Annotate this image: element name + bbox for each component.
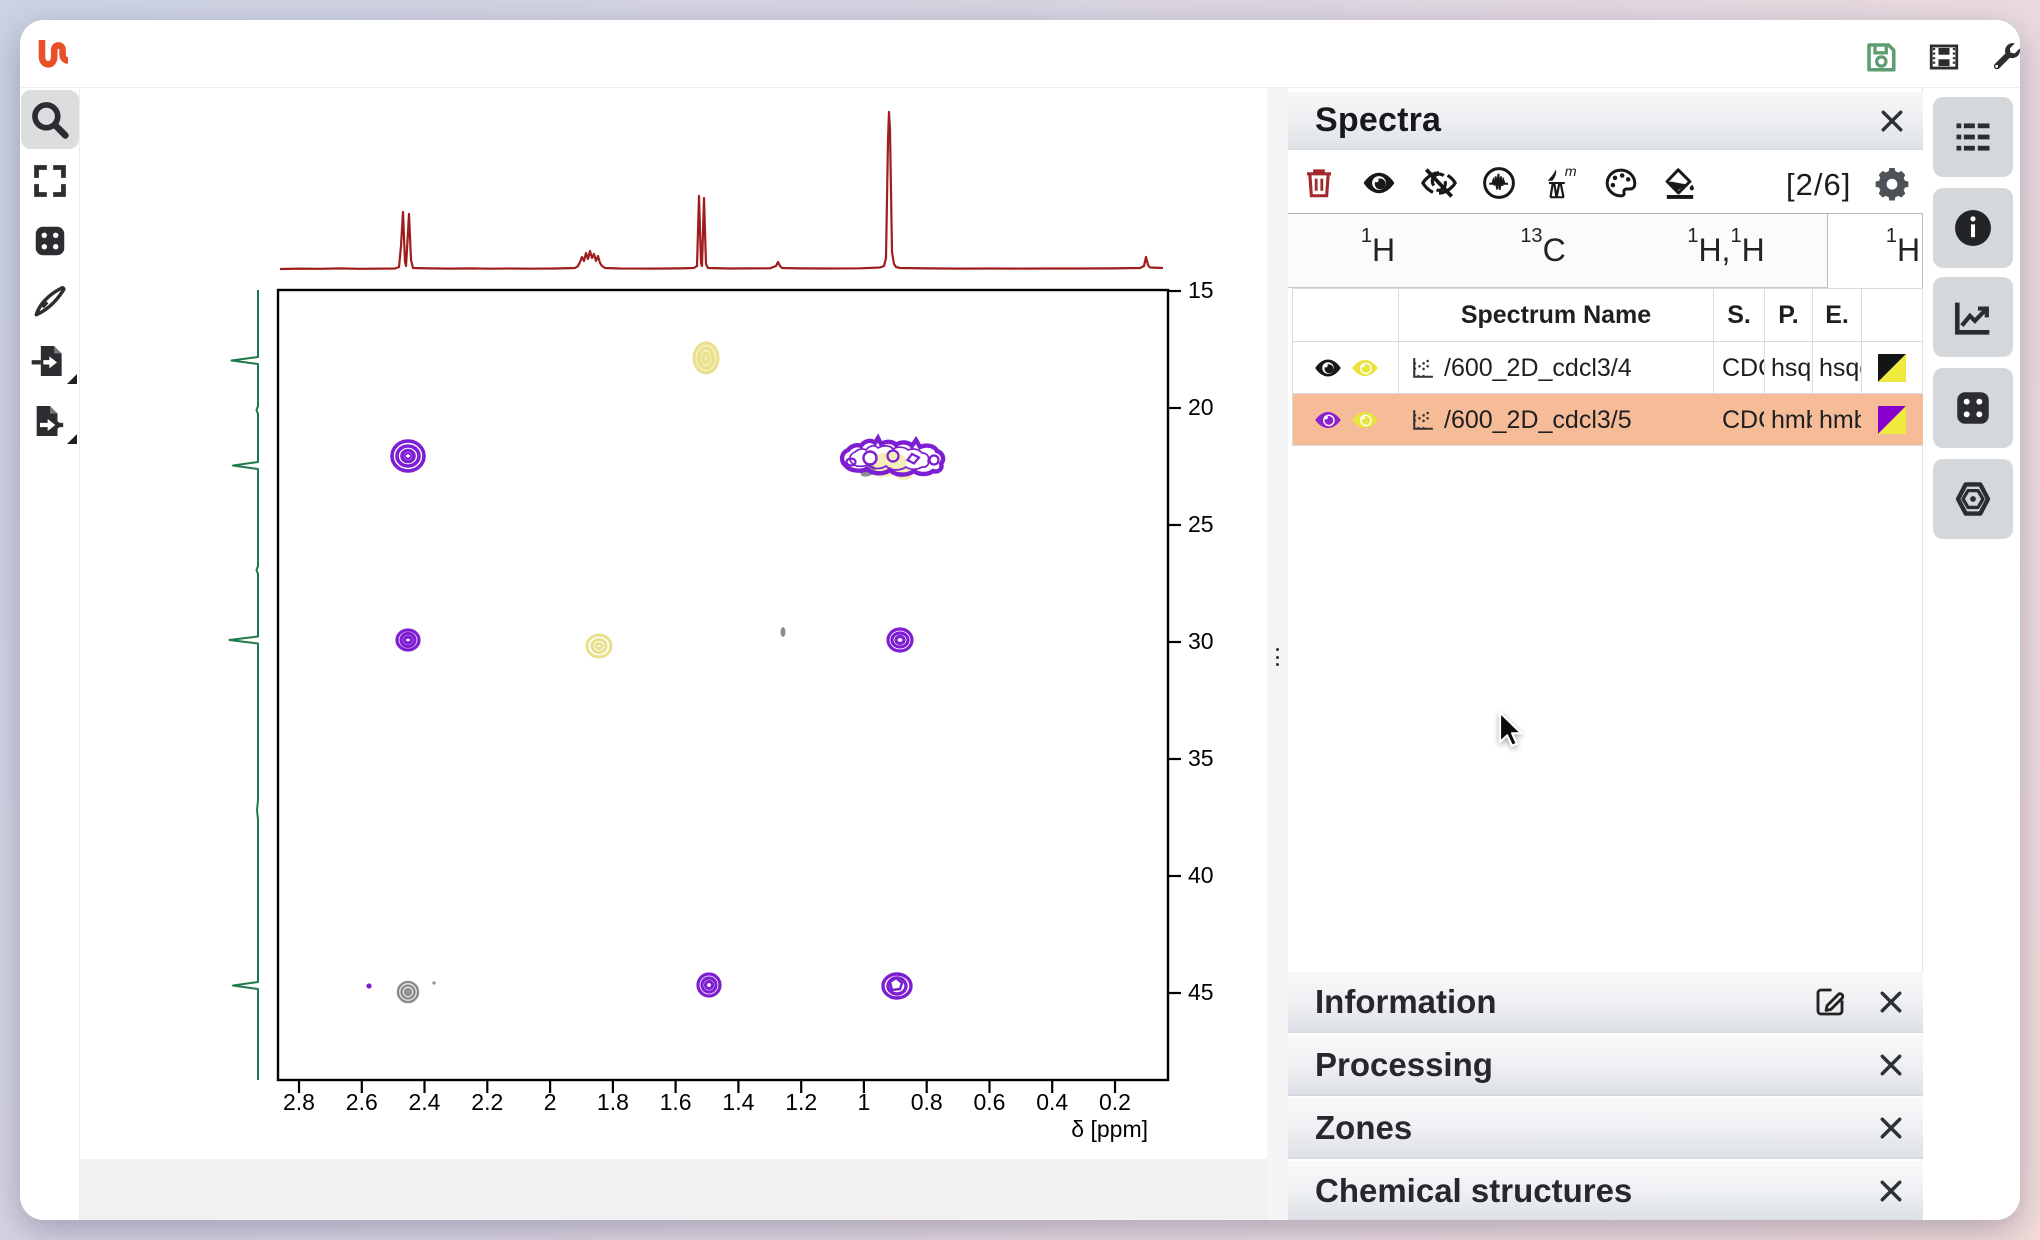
svg-text:45: 45 (1188, 979, 1214, 1005)
svg-text:2: 2 (544, 1089, 557, 1115)
svg-text:2.4: 2.4 (409, 1089, 441, 1115)
svg-text:1.8: 1.8 (597, 1089, 629, 1115)
svg-text:m: m (1565, 164, 1577, 180)
svg-text:1.6: 1.6 (660, 1089, 692, 1115)
svg-text:1.2: 1.2 (785, 1089, 817, 1115)
svg-text:1.4: 1.4 (722, 1089, 754, 1115)
svg-text:2.8: 2.8 (283, 1089, 315, 1115)
svg-text:0.8: 0.8 (911, 1089, 943, 1115)
svg-text:2.2: 2.2 (471, 1089, 503, 1115)
svg-text:25: 25 (1188, 511, 1214, 537)
svg-text:δ [ppm]: δ [ppm] (1071, 1116, 1148, 1142)
svg-text:40: 40 (1188, 862, 1214, 888)
svg-text:15: 15 (1188, 277, 1214, 303)
svg-text:0.6: 0.6 (974, 1089, 1006, 1115)
svg-text:35: 35 (1188, 745, 1214, 771)
svg-text:2.6: 2.6 (346, 1089, 378, 1115)
svg-text:30: 30 (1188, 628, 1214, 654)
svg-text:20: 20 (1188, 394, 1214, 420)
svg-text:1: 1 (858, 1089, 871, 1115)
svg-text:0.2: 0.2 (1099, 1089, 1131, 1115)
svg-text:0.4: 0.4 (1036, 1089, 1068, 1115)
